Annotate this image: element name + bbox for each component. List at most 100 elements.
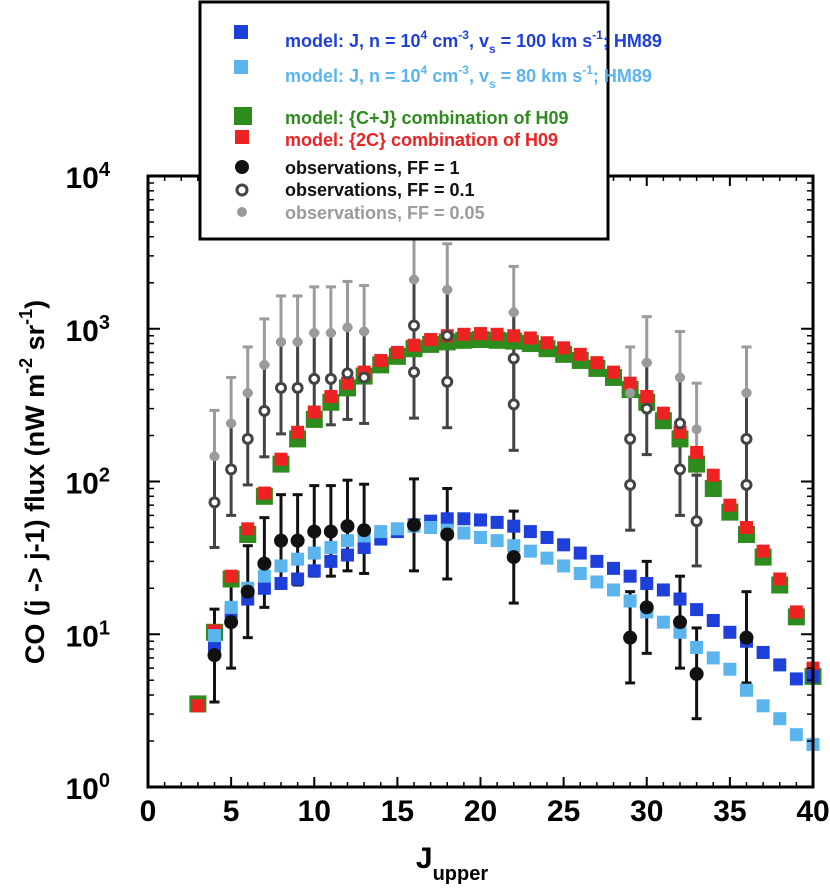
legend-marker-lightblue	[234, 60, 248, 74]
observation-point	[258, 404, 271, 417]
model-point	[474, 530, 487, 544]
observation-point	[409, 274, 419, 285]
model-point	[723, 662, 737, 676]
y-axis-label: CO (j -> j-1) flux (nW m-2 sr-1)	[16, 300, 50, 664]
model-point	[424, 333, 438, 347]
observation-point	[689, 666, 704, 681]
model-point	[291, 572, 305, 586]
observation-point	[242, 387, 253, 398]
observation-point	[673, 615, 687, 630]
model-point	[407, 338, 421, 352]
observation-point	[274, 533, 288, 548]
model-point	[690, 640, 704, 654]
observation-point	[625, 387, 636, 398]
model-point	[490, 327, 504, 341]
model-point	[789, 672, 803, 686]
model-point	[507, 539, 521, 553]
model-point	[573, 546, 587, 560]
observation-point	[641, 357, 652, 368]
observation-point	[292, 336, 303, 347]
model-point	[673, 592, 687, 606]
model-point	[607, 583, 620, 597]
model-point	[324, 554, 338, 568]
observation-point	[225, 463, 238, 476]
observation-point	[739, 630, 754, 645]
model-point	[756, 544, 770, 558]
model-point	[341, 548, 354, 562]
model-point	[706, 614, 720, 628]
observation-point	[325, 327, 336, 338]
observation-point	[506, 550, 521, 565]
observation-point	[408, 319, 420, 332]
model-point	[740, 520, 753, 534]
model-point	[274, 559, 288, 573]
model-point	[540, 530, 554, 544]
y-tick-label: 102	[66, 465, 111, 501]
observation-point	[440, 527, 455, 542]
observation-point	[340, 519, 355, 534]
y-tick-label: 100	[66, 770, 111, 806]
model-point	[688, 455, 706, 473]
error-bars	[209, 232, 752, 721]
legend: model: J, n = 104 cm-3, vs = 100 km s-1;…	[198, 0, 662, 241]
observation-point	[240, 584, 255, 599]
model-point	[673, 625, 687, 639]
model-point	[307, 546, 321, 560]
model-point	[224, 569, 238, 583]
legend-marker-blue	[234, 25, 248, 39]
observation-point	[290, 533, 305, 548]
model-point	[607, 365, 620, 379]
model-point	[257, 486, 271, 500]
model-point	[690, 603, 704, 617]
observation-point	[358, 371, 371, 384]
model-point	[656, 583, 670, 597]
observation-point	[675, 372, 685, 383]
model-point	[307, 405, 321, 419]
model-point	[208, 629, 221, 643]
model-point	[789, 605, 803, 619]
legend-label-red: model: {2C} combination of H09	[285, 130, 558, 150]
model-point	[291, 552, 305, 566]
x-tick-label: 0	[140, 795, 157, 828]
model-point	[257, 581, 271, 595]
model-point	[673, 425, 687, 439]
legend-label-lightblue: model: J, n = 104 cm-3, vs = 80 km s-1; …	[285, 63, 652, 91]
model-point	[590, 356, 604, 370]
model-point	[324, 540, 338, 554]
observation-point	[257, 556, 272, 571]
model-point	[357, 540, 371, 554]
model-point	[324, 390, 338, 404]
observation-point	[324, 372, 337, 385]
model-point	[756, 699, 770, 713]
model-point	[623, 569, 637, 583]
model-point	[723, 625, 737, 639]
model-point	[623, 376, 637, 390]
legend-marker-obs1	[235, 160, 249, 174]
observation-point	[640, 402, 653, 415]
legend-label-obs1: observations, FF = 1	[285, 158, 460, 178]
x-axis-label: Jupper	[416, 842, 488, 885]
observation-point	[341, 367, 354, 380]
observation-point	[308, 372, 321, 385]
model-point	[523, 525, 537, 539]
model-point	[474, 327, 487, 341]
observation-point	[275, 381, 287, 394]
x-tick-label: 25	[547, 795, 580, 828]
model-point	[773, 712, 787, 726]
observation-point	[441, 375, 454, 388]
model-point	[789, 728, 803, 742]
legend-label-green: model: {C+J} combination of H09	[285, 108, 569, 128]
x-tick-label: 30	[630, 795, 663, 828]
observation-point	[624, 478, 637, 491]
observation-point	[740, 478, 753, 491]
model-point	[607, 561, 620, 575]
observation-point	[291, 381, 304, 394]
model-point	[257, 569, 271, 583]
model-point	[740, 683, 753, 697]
observation-point	[442, 284, 453, 295]
x-tick-label: 15	[381, 795, 414, 828]
model-point	[704, 479, 722, 497]
model-point	[773, 658, 787, 672]
observation-point	[309, 327, 320, 338]
